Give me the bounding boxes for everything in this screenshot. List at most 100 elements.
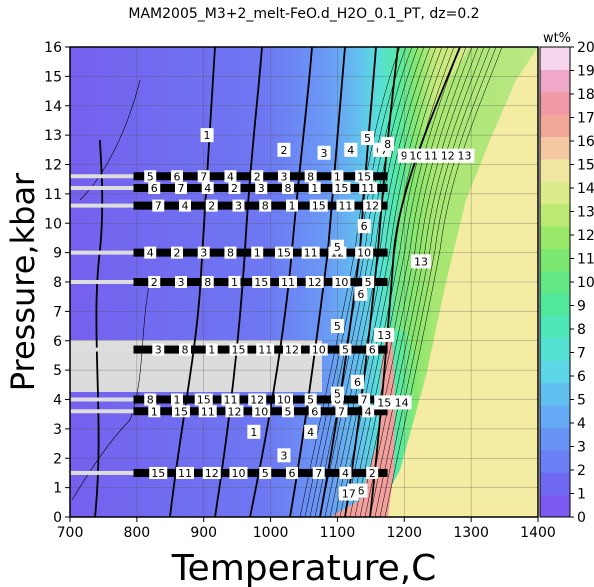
y-tick-label: 9 (53, 246, 62, 262)
data-row-label-box (308, 405, 321, 418)
data-row-label: 11 (258, 344, 272, 357)
x-tick-label: 1300 (453, 525, 489, 541)
data-row-label-box (148, 276, 161, 288)
data-row-shade (70, 397, 170, 402)
data-row-label-box (285, 199, 298, 212)
data-row-label: 1 (231, 276, 238, 289)
data-row-label: 8 (262, 200, 269, 213)
colorbar-tick-label: 12 (577, 228, 594, 244)
data-row-label-box (305, 276, 324, 288)
data-row-label: 12 (308, 276, 322, 289)
data-row-label: 7 (155, 200, 162, 213)
colorbar-swatch (540, 270, 570, 294)
data-row-label: 3 (280, 170, 287, 183)
y-tick-label: 7 (53, 304, 62, 320)
colorbar-tick-label: 11 (577, 252, 594, 268)
contour-label: 5 (334, 320, 341, 333)
data-row-label: 5 (365, 276, 372, 289)
contour-label: 2 (280, 144, 287, 157)
data-row-label: 10 (277, 394, 291, 407)
data-row-label: 2 (369, 467, 376, 480)
data-row-label: 11 (281, 276, 295, 289)
y-tick-label: 11 (44, 187, 62, 203)
colorbar-swatch (540, 91, 570, 115)
data-row-label: 1 (288, 200, 295, 213)
y-tick-label: 15 (44, 69, 62, 85)
data-row-label: 7 (200, 170, 207, 183)
data-row-label-box (278, 276, 297, 288)
data-row-label: 15 (357, 170, 371, 183)
data-row-label: 15 (254, 276, 268, 289)
contour-label: 4 (307, 426, 314, 439)
contour-line-thin (364, 47, 479, 517)
data-row-label-box (201, 182, 214, 194)
contour-label: 1 (204, 129, 211, 142)
data-row-label-box (277, 170, 290, 183)
y-tick-label: 13 (44, 128, 62, 144)
colorbar-swatch (540, 449, 570, 473)
data-row-label-box (281, 182, 294, 194)
contour-label-box (330, 319, 344, 334)
data-row-label-box (309, 199, 328, 212)
colorbar-tick-label: 19 (577, 64, 594, 80)
data-row-label: 1 (254, 247, 261, 260)
colorbar-label: wt% (543, 31, 571, 46)
data-row-label: 11 (304, 247, 318, 260)
contour-label-box (391, 395, 412, 410)
data-row-label-box (336, 199, 355, 212)
data-row-label: 15 (334, 182, 348, 195)
green-zone (392, 47, 538, 376)
data-row-label-box (229, 466, 248, 479)
contour-line (94, 139, 104, 517)
data-row-label-box (366, 466, 379, 479)
colorbar-tick-label: 2 (577, 463, 586, 479)
contour-line-thin (384, 47, 503, 517)
colorbar-tick-label: 3 (577, 440, 586, 456)
data-row-label: 1 (208, 344, 215, 357)
colorbar-tick-label: 5 (577, 393, 586, 409)
contour-line-thin (379, 47, 497, 517)
contour-label: 13 (414, 255, 428, 268)
data-row-label: 12 (205, 467, 219, 480)
data-row-label: 15 (231, 344, 245, 357)
data-row-label-box (339, 466, 352, 479)
data-row-label: 4 (181, 200, 188, 213)
data-row-label-box (304, 170, 317, 183)
data-row-label: 3 (235, 200, 242, 213)
data-row-label-box (331, 170, 344, 183)
plot-area: 5 6 7 4 2 3 8 1 156 7 4 2 3 8 1 15 117 4 2 3 8 1 15 11 124 2 3 8 1 15… (70, 47, 538, 517)
data-row-label-box (281, 405, 294, 418)
contour-label-box (374, 395, 395, 410)
data-row-label-box (301, 246, 320, 259)
data-row-label: 7 (361, 394, 368, 407)
data-row-label: 4 (342, 467, 349, 480)
data-row-label-box (312, 466, 325, 479)
data-row-label: 11 (201, 405, 215, 418)
data-row-label-box (251, 170, 264, 183)
data-row-label: 2 (231, 182, 238, 195)
contour-line-thin (334, 47, 443, 517)
x-tick-label: 800 (123, 525, 150, 541)
colorbar-tick-label: 17 (577, 111, 594, 127)
y-tick-label: 5 (53, 363, 62, 379)
y-tick-label: 1 (53, 481, 62, 497)
data-row-shade (70, 203, 170, 208)
colorbar-swatch (540, 494, 570, 518)
contour-label: 12 (441, 150, 455, 163)
contour-label-box (454, 148, 475, 163)
data-row-label-box (149, 466, 168, 479)
contour-label-box (421, 148, 442, 163)
y-tick-label: 6 (53, 334, 62, 350)
colorbar-tick-label: 20 (577, 40, 594, 56)
contour-label-box (374, 327, 395, 342)
contour-label: 17 (342, 488, 356, 501)
data-row-label: 3 (155, 344, 162, 357)
contour-label: 1 (250, 426, 257, 439)
colorbar-tick-label: 0 (577, 510, 586, 526)
y-tick-label: 14 (44, 99, 62, 115)
data-row-label: 4 (147, 247, 154, 260)
colorbar-swatch (540, 405, 570, 428)
colorbar-swatch (540, 203, 570, 227)
data-row-label-box (144, 170, 157, 183)
